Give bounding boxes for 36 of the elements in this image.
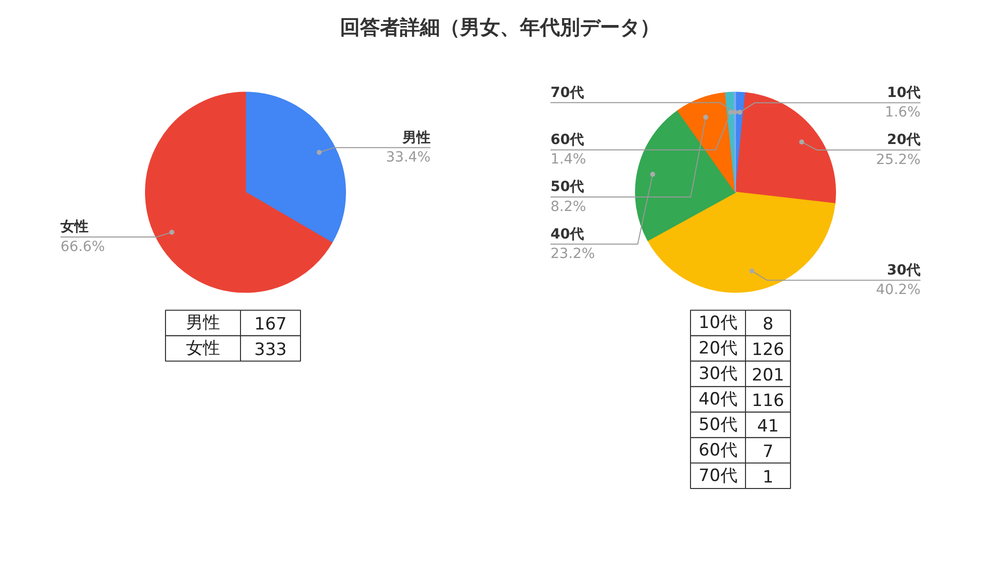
data-label: 1.4%	[550, 152, 586, 168]
data-label: 33.4%	[386, 150, 431, 166]
text: 41	[757, 416, 779, 436]
slice-label: 20代	[887, 132, 920, 148]
slice-label: 30代	[698, 364, 738, 384]
text: 回答者詳細（男女、年代別データ）	[340, 14, 660, 41]
text: 126	[752, 340, 784, 360]
text: 116	[752, 390, 784, 411]
data-label: 40.2%	[876, 282, 921, 298]
category-label: 男性	[186, 312, 220, 333]
slice-label: 男性	[402, 130, 430, 146]
text: 167	[254, 314, 287, 334]
slice-label: 60代	[550, 132, 584, 148]
category-label: 10代	[698, 312, 738, 333]
data-label: 1.6%	[884, 104, 921, 121]
slice-label: 50代	[550, 179, 584, 196]
text: 1	[762, 467, 774, 488]
text: 201	[752, 365, 784, 386]
data-label: 8.2%	[550, 198, 586, 215]
data-label: 66.6%	[60, 238, 105, 255]
slice-label: 70代	[550, 84, 584, 101]
data-label: 25.2%	[876, 152, 921, 168]
category-label: 40代	[698, 389, 738, 410]
category-label: 50代	[698, 414, 738, 435]
text: 8	[762, 314, 774, 334]
slice-label: 女性	[60, 219, 88, 236]
category-label: 60代	[698, 440, 738, 460]
category-label: 70代	[698, 466, 738, 486]
slice-label: 女性	[186, 338, 220, 358]
category-label: 20代	[698, 338, 738, 358]
data-label: 23.2%	[550, 246, 595, 262]
text: 7	[762, 442, 774, 462]
text: 333	[254, 340, 287, 360]
slice-label: 10代	[887, 84, 920, 101]
slice-label: 30代	[887, 262, 920, 278]
slice-label: 40代	[550, 226, 584, 242]
